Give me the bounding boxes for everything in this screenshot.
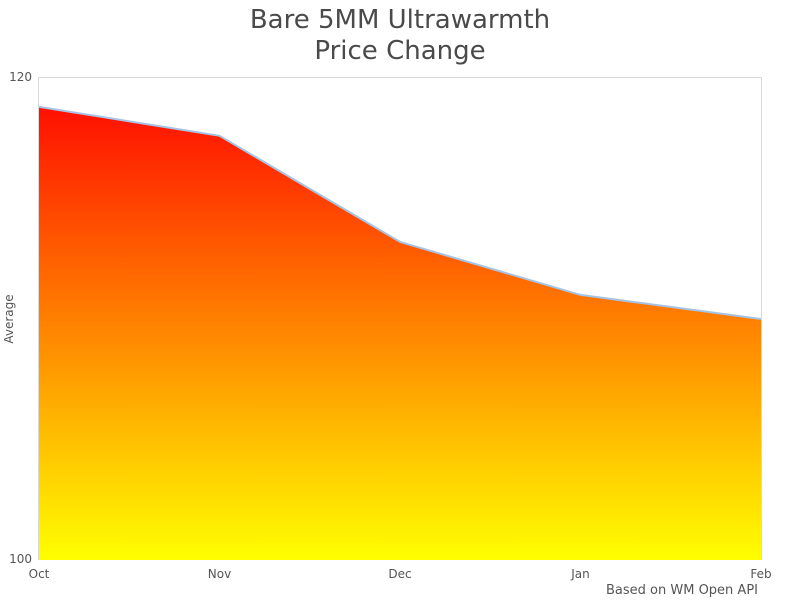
y-axis-title: Average [2, 294, 16, 344]
x-tick-label: Jan [571, 567, 590, 581]
area-series [39, 106, 761, 560]
title-line-2: Price Change [314, 36, 486, 66]
plot-area [38, 77, 762, 560]
x-tick-label: Oct [28, 567, 50, 581]
x-tick-label: Feb [750, 567, 772, 581]
x-tick-label: Dec [388, 567, 412, 581]
price-line [39, 105, 761, 320]
area-chart [39, 105, 761, 560]
y-tick-label: 120 [9, 70, 32, 84]
source-annotation: Based on WM Open API [606, 583, 758, 598]
page-title: Bare 5MM Ultrawarmth Price Change [0, 5, 800, 67]
y-tick-label: 100 [9, 552, 32, 566]
x-tick-label: Nov [207, 567, 232, 581]
title-line-1: Bare 5MM Ultrawarmth [249, 5, 551, 35]
